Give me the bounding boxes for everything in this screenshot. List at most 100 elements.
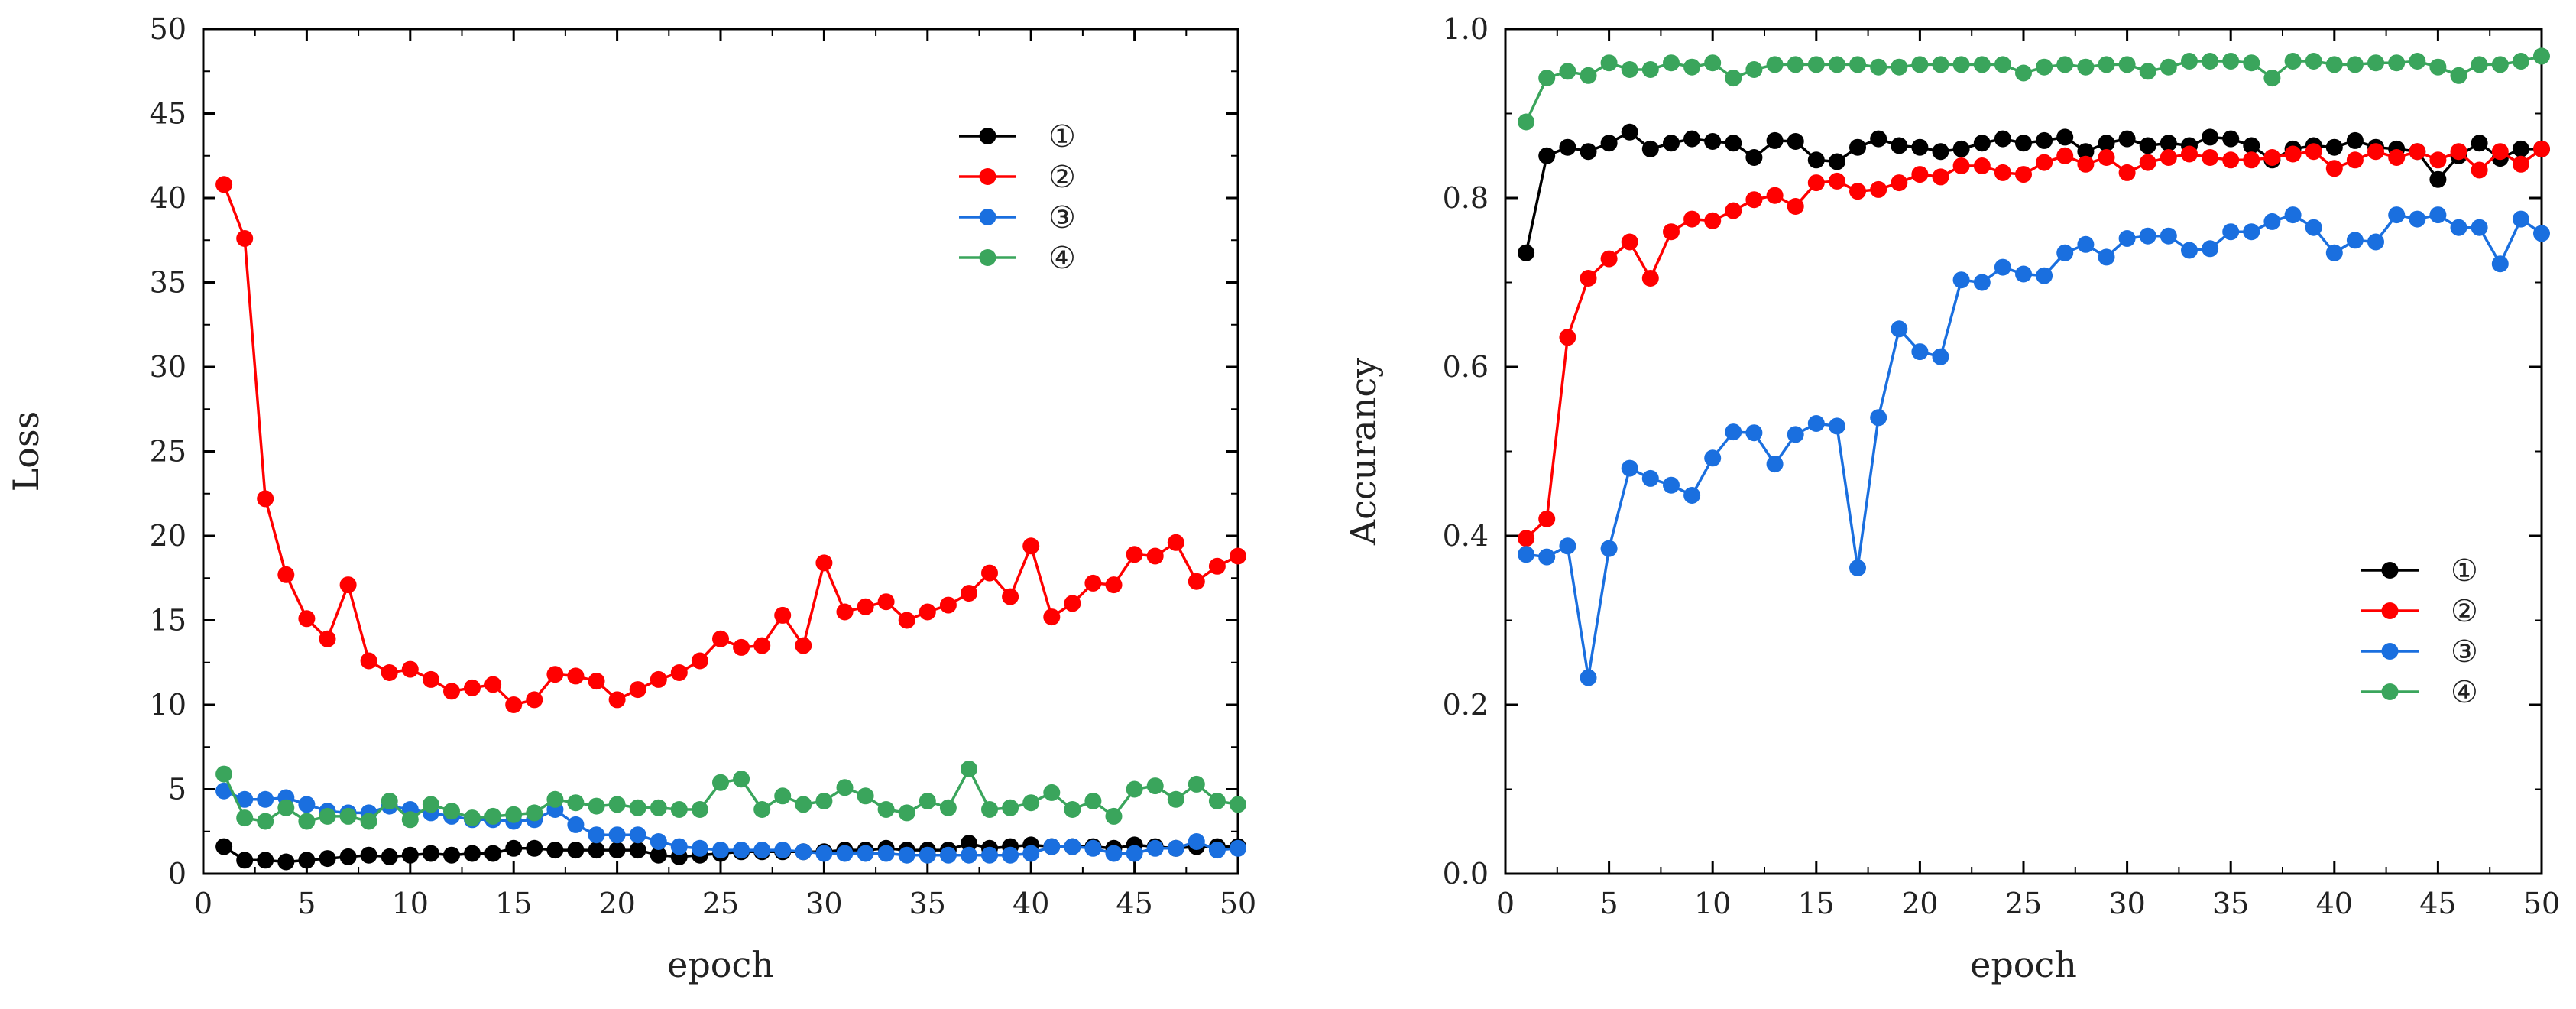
loss-series-1-point [339, 848, 357, 865]
loss-series-4 [215, 761, 1246, 830]
accuracy-series-1-point [2098, 135, 2115, 152]
loss-series-2-point [691, 652, 708, 670]
accuracy-series-2-point [2429, 151, 2447, 169]
loss-series-4-point [1064, 801, 1081, 818]
loss-y-tick-label: 20 [150, 519, 186, 553]
accuracy-series-2-point [2015, 166, 2032, 183]
loss-series-3-point [753, 842, 771, 859]
legend-label: ① [2451, 553, 2478, 589]
loss-series-3-point [1084, 839, 1102, 857]
accuracy-series-1-point [2222, 130, 2240, 148]
accuracy-y-tick-label: 0.0 [1443, 857, 1489, 891]
accuracy-series-2-point [1973, 157, 1991, 174]
loss-series-2-line [222, 183, 1239, 706]
loss-series-2-point [877, 593, 895, 611]
accuracy-series-3-point [1704, 449, 1722, 467]
accuracy-series-4-point [2409, 53, 2426, 70]
accuracy-series-3-point [2388, 206, 2406, 224]
loss-series-3-point [1167, 839, 1184, 857]
accuracy-series-4-point [1745, 61, 1763, 78]
loss-series-2-point [588, 673, 605, 690]
accuracy-x-tick-label: 50 [2523, 887, 2560, 920]
accuracy-series-2-point [1932, 168, 1949, 186]
loss-series-4-point [939, 799, 957, 816]
accuracy-series-3-point [2367, 233, 2384, 251]
loss-series-3-point [670, 838, 688, 855]
accuracy-series-1-point [1766, 131, 1784, 149]
accuracy-legend-item-2: ② [2361, 594, 2478, 629]
accuracy-x-tick-label: 30 [2108, 887, 2145, 920]
legend-marker-swatch [979, 128, 996, 144]
accuracy-series-4-point [2305, 53, 2322, 70]
accuracy-x-tick-label: 15 [1798, 887, 1835, 920]
loss-series-2-point [443, 683, 460, 700]
accuracy-legend-item-4: ④ [2361, 675, 2478, 710]
loss-series-4-point [961, 761, 977, 777]
accuracy-series-3-point [1766, 456, 1784, 473]
accuracy-series-2-point [1683, 210, 1701, 228]
accuracy-series-2-point [1891, 174, 1908, 192]
accuracy-series-3-point [2533, 225, 2550, 242]
loss-series-2-point [650, 670, 667, 688]
accuracy-series-4-point [2471, 56, 2488, 73]
accuracy-series-1-point [2160, 135, 2177, 152]
accuracy-series-4-point [1580, 67, 1597, 84]
accuracy-series-2-point [2388, 149, 2406, 166]
accuracy-series-1-point [1641, 140, 1659, 157]
accuracy-series-3-point [2202, 240, 2219, 258]
loss-series-3-point [1208, 842, 1226, 859]
loss-series-1-point [588, 842, 605, 859]
accuracy-series-3-point [1538, 548, 1556, 566]
legend-label: ② [2451, 594, 2478, 629]
accuracy-series-3-point [2346, 232, 2364, 249]
loss-series-3-point [298, 796, 316, 813]
legend-marker-swatch [979, 249, 996, 266]
accuracy-series-3-point [2160, 227, 2177, 245]
loss-legend-item-4: ④ [959, 241, 1076, 276]
accuracy-series-1-point [1704, 133, 1722, 150]
accuracy-series-2-point [1766, 187, 1784, 204]
accuracy-series-3-point [2036, 267, 2053, 284]
accuracy-series-1-point [2015, 135, 2032, 152]
accuracy-series-4-point [2181, 53, 2198, 70]
accuracy-series-4-point [1538, 70, 1556, 87]
accuracy-series-2-point [1994, 164, 2011, 181]
accuracy-series-3-point [1891, 320, 1908, 338]
accuracy-series-1-point [1994, 130, 2011, 148]
loss-series-3-point [836, 845, 854, 862]
loss-series-4-point [215, 765, 233, 783]
accuracy-series-4-point [1828, 56, 1845, 73]
accuracy-series-1-point [1891, 137, 1908, 154]
loss-series-1-point [401, 846, 419, 864]
accuracy-x-tick-label: 20 [1901, 887, 1938, 920]
loss-series-3-point [1064, 838, 1081, 855]
loss-series-2-point [546, 666, 564, 683]
legend-marker-swatch [979, 209, 996, 225]
loss-series-3-point [1188, 833, 1205, 850]
legend-marker-swatch [2381, 643, 2399, 660]
accuracy-x-tick-label: 0 [1496, 887, 1515, 920]
loss-series-3-point [1022, 845, 1040, 862]
loss-series-3-point [898, 846, 915, 864]
accuracy-series-2-point [2160, 149, 2177, 166]
accuracy-series-2-point [2533, 140, 2550, 157]
loss-series-2-point [939, 596, 957, 614]
accuracy-series-3-point [1952, 271, 1970, 289]
accuracy-series-3-point [2181, 242, 2198, 259]
accuracy-series-2 [1518, 140, 2550, 547]
accuracy-x-axis-label: epoch [1970, 944, 2077, 985]
accuracy-series-4-point [2056, 56, 2074, 73]
accuracy-series-4-point [1952, 56, 1970, 73]
accuracy-series-1-point [1538, 147, 1556, 164]
accuracy-series-3 [1518, 206, 2550, 686]
loss-x-tick-label: 20 [598, 887, 635, 920]
loss-series-1-point [236, 852, 254, 869]
accuracy-series-1-point [1725, 135, 1742, 152]
legend-label: ③ [2451, 634, 2478, 670]
accuracy-series-1-point [1870, 130, 1887, 148]
loss-series-2-point [1167, 534, 1184, 551]
loss-y-tick-label: 0 [168, 857, 186, 891]
loss-series-2-point [733, 638, 750, 656]
loss-series-4-point [298, 813, 316, 830]
loss-x-axis-label: epoch [667, 944, 774, 985]
